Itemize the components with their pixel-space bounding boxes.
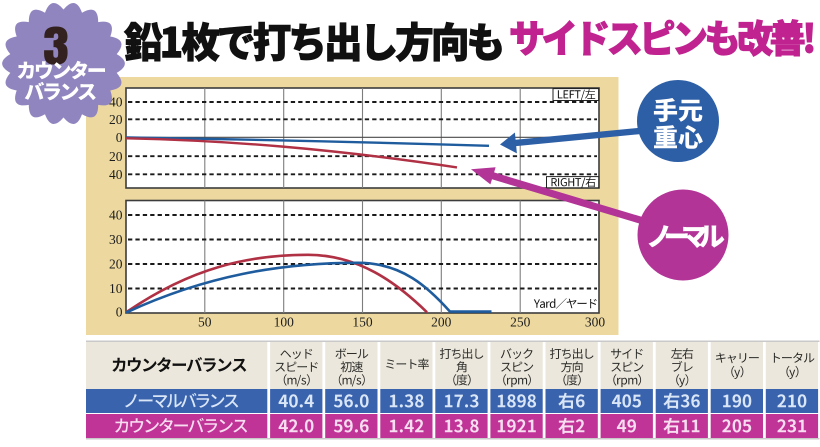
svg-text:0: 0 — [116, 305, 123, 320]
svg-text:30: 30 — [109, 232, 123, 247]
svg-text:50: 50 — [198, 315, 212, 330]
svg-text:40: 40 — [109, 95, 123, 110]
svg-text:40: 40 — [109, 167, 123, 182]
svg-text:40: 40 — [109, 208, 123, 223]
svg-text:20: 20 — [109, 149, 123, 164]
svg-text:100: 100 — [274, 315, 295, 330]
svg-text:20: 20 — [109, 112, 123, 127]
svg-text:0: 0 — [116, 130, 123, 145]
svg-text:250: 250 — [510, 315, 531, 330]
svg-text:10: 10 — [109, 281, 123, 296]
svg-text:150: 150 — [352, 315, 373, 330]
svg-text:300: 300 — [585, 315, 606, 330]
svg-text:20: 20 — [109, 257, 123, 272]
svg-text:200: 200 — [431, 315, 452, 330]
